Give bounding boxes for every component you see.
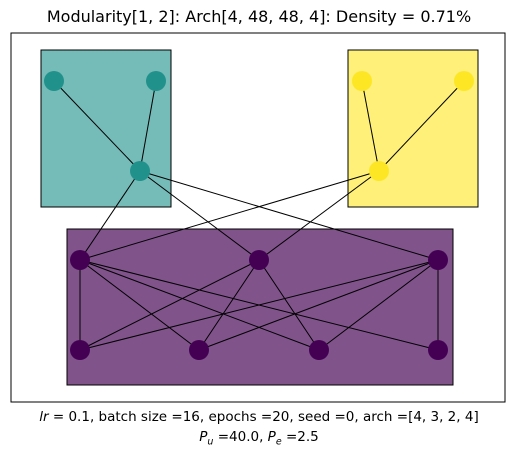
edge-B3-B5 <box>198 259 439 351</box>
node-B3 <box>428 250 448 270</box>
edge-B2-B6 <box>258 259 320 351</box>
node-L1 <box>44 71 64 91</box>
edge-B1-B5 <box>79 259 200 351</box>
edge-L3-B1 <box>79 170 141 261</box>
edges-layer <box>53 80 465 351</box>
nodes-layer <box>44 71 474 360</box>
node-B7 <box>428 340 448 360</box>
node-B5 <box>189 340 209 360</box>
edge-B2-B5 <box>198 259 260 351</box>
edge-L2-L3 <box>139 80 157 172</box>
edge-B3-B4 <box>79 259 439 351</box>
node-B1 <box>70 250 90 270</box>
edge-R1-R3 <box>361 80 380 172</box>
node-L2 <box>146 71 166 91</box>
edge-L3-B2 <box>139 170 260 261</box>
lr-symbol: lr <box>39 409 49 425</box>
edge-L1-L3 <box>53 80 141 172</box>
node-R2 <box>454 71 474 91</box>
pe-symbol: P <box>267 429 276 445</box>
node-L3 <box>130 161 150 181</box>
edge-R3-B2 <box>258 170 380 261</box>
node-B4 <box>70 340 90 360</box>
node-B6 <box>309 340 329 360</box>
caption-line-2: Pu =40.0, Pe =2.5 <box>0 429 518 448</box>
pe-value: =2.5 <box>281 429 319 445</box>
edge-B3-B6 <box>318 259 439 351</box>
edge-R2-R3 <box>378 80 465 172</box>
node-R3 <box>369 161 389 181</box>
edge-R3-B1 <box>79 170 380 261</box>
edge-B1-B6 <box>79 259 320 351</box>
caption-line-1: lr = 0.1, batch size =16, epochs =20, se… <box>0 409 518 425</box>
pu-value: =40.0, <box>213 429 268 445</box>
figure-title: Modularity[1, 2]: Arch[4, 48, 48, 4]: De… <box>46 7 472 26</box>
node-B2 <box>249 250 269 270</box>
caption-line-1-text: = 0.1, batch size =16, epochs =20, seed … <box>48 409 479 425</box>
node-R1 <box>352 71 372 91</box>
plot-frame <box>10 32 506 403</box>
pu-symbol: P <box>199 429 208 445</box>
edge-B2-B4 <box>79 259 260 351</box>
edge-L3-B3 <box>139 170 439 261</box>
pe-subscript: e <box>275 436 282 448</box>
pu-subscript: u <box>207 436 214 448</box>
